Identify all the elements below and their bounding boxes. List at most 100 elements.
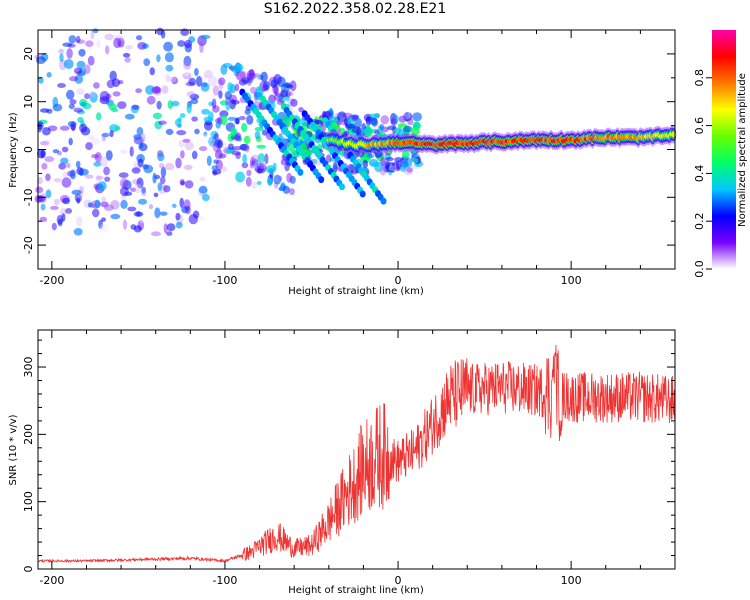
spectrogram-cell bbox=[163, 185, 171, 193]
spectrogram-cell bbox=[369, 113, 379, 119]
snr-panel: -200 -100 0 100 0 100 200 300 Height of straig… bbox=[8, 329, 676, 596]
spectrogram-cell bbox=[74, 74, 84, 84]
spectrogram-cell bbox=[297, 168, 304, 176]
spectrogram-cell bbox=[404, 166, 414, 176]
spectrogram-cell bbox=[188, 77, 196, 86]
spectrogram-cell bbox=[180, 150, 185, 159]
spectrogram-cell bbox=[246, 169, 252, 177]
spectrogram-cell bbox=[246, 115, 254, 125]
spectrogram-cell bbox=[366, 154, 375, 159]
spectrogram-cell bbox=[203, 133, 213, 143]
spectrogram-cell bbox=[256, 181, 262, 185]
spectrogram-cell bbox=[322, 110, 326, 119]
spectrogram-cell bbox=[388, 165, 397, 172]
spectrogram-cell bbox=[184, 180, 194, 189]
spectrogram-cell bbox=[218, 79, 224, 90]
spectrogram-cell bbox=[143, 58, 151, 67]
colorbar-gradient bbox=[712, 30, 736, 269]
spectrogram-cell bbox=[381, 160, 387, 168]
snr-x-tick-label: 0 bbox=[395, 574, 402, 587]
spectrogram-cell bbox=[153, 192, 159, 198]
spectrogram-cell bbox=[40, 150, 45, 159]
spectrogram-cell bbox=[41, 84, 49, 92]
spectrogram-cell bbox=[189, 93, 200, 100]
spectrogram-y-ticks: -20 -10 0 10 20 bbox=[22, 29, 675, 270]
spectrogram-cell bbox=[78, 48, 86, 57]
spectrogram-cell bbox=[253, 161, 261, 169]
spectrogram-cell bbox=[234, 118, 240, 125]
spectrogram-cell bbox=[91, 154, 99, 159]
spectrogram-cell bbox=[113, 35, 124, 42]
spectrogram-cell bbox=[191, 116, 198, 122]
spectrogram-cell bbox=[138, 198, 148, 205]
spectrogram-cell bbox=[199, 42, 204, 53]
spectrogram-cell bbox=[177, 40, 186, 47]
spectrogram-cell bbox=[99, 90, 110, 102]
spectrogram-cell bbox=[332, 162, 338, 173]
spectrogram-cell bbox=[385, 157, 394, 162]
spectrogram-cell bbox=[257, 165, 262, 174]
spectrogram-cell bbox=[278, 175, 283, 181]
spectrogram-cell bbox=[413, 158, 419, 164]
spectrogram-cell bbox=[63, 59, 74, 69]
spectrogram-cell bbox=[182, 69, 190, 77]
spectrogram-cell bbox=[213, 159, 219, 164]
spectrogram-cell bbox=[263, 81, 270, 90]
spectrogram-cell bbox=[241, 122, 248, 133]
spectrogram-cell bbox=[356, 127, 362, 135]
spectrogram-cell bbox=[298, 107, 304, 113]
spectrogram-cell bbox=[243, 135, 251, 144]
spectrogram-cell bbox=[46, 72, 52, 78]
spectrogram-cell bbox=[108, 103, 117, 111]
spectrogram-cell bbox=[251, 154, 260, 162]
spectrogram-cell bbox=[39, 141, 50, 146]
spectrogram-cell bbox=[224, 135, 229, 147]
spectrogram-cell bbox=[59, 125, 70, 131]
spectrogram-cell bbox=[370, 116, 378, 126]
spectrogram-cell bbox=[85, 40, 94, 47]
spectrogram-cell bbox=[380, 115, 390, 125]
spectrogram-cell bbox=[75, 216, 83, 227]
spectrogram-cell bbox=[249, 162, 255, 169]
spectrogram-cell bbox=[231, 100, 240, 105]
spectrogram-cell bbox=[178, 140, 185, 148]
spectrogram-cell bbox=[69, 76, 79, 82]
spectrogram-cell bbox=[101, 196, 107, 203]
spectrogram-cell bbox=[406, 167, 413, 173]
spectrogram-cell bbox=[248, 68, 255, 78]
spectrogram-cell bbox=[273, 174, 282, 185]
spectrogram-cell bbox=[136, 35, 143, 41]
spectrogram-cell bbox=[109, 130, 114, 138]
spectrogram-cell bbox=[84, 93, 90, 100]
spectrogram-x-tick-label: -100 bbox=[212, 274, 237, 287]
spectrogram-cell bbox=[289, 175, 296, 184]
spectrogram-cell bbox=[203, 70, 213, 79]
spectrogram-cell bbox=[190, 98, 199, 105]
spectrogram-cell bbox=[151, 86, 162, 94]
spectrogram-cell bbox=[133, 211, 144, 217]
spectrogram-cell bbox=[280, 159, 287, 166]
spectrogram-cell bbox=[73, 228, 83, 236]
spectrogram-y-tick-label: 10 bbox=[22, 95, 35, 109]
spectrogram-cell bbox=[235, 171, 246, 183]
spectrogram-cell bbox=[203, 116, 214, 123]
spectrogram-cell bbox=[61, 177, 72, 188]
spectrogram-cell bbox=[221, 114, 228, 126]
spectrogram-cell bbox=[212, 85, 220, 96]
spectrogram-cell bbox=[180, 180, 185, 185]
spectrogram-cell bbox=[227, 143, 234, 150]
spectrogram-cell bbox=[65, 162, 71, 168]
spectrogram-cell bbox=[250, 86, 257, 94]
spectrogram-cell bbox=[110, 200, 120, 210]
spectrogram-cell bbox=[130, 187, 137, 192]
spectrogram-cell bbox=[186, 91, 196, 98]
spectrogram-cell bbox=[370, 162, 380, 167]
spectrogram-cell bbox=[93, 161, 102, 167]
spectrogram-cell bbox=[104, 204, 114, 211]
spectrogram-cell bbox=[58, 48, 64, 54]
spectrogram-cell bbox=[124, 57, 131, 63]
spectrogram-cell bbox=[141, 186, 147, 194]
colorbar-label: Normalized spectral amplitude bbox=[737, 73, 748, 227]
spectrogram-cell bbox=[40, 108, 50, 113]
spectrogram-cell bbox=[101, 133, 107, 142]
